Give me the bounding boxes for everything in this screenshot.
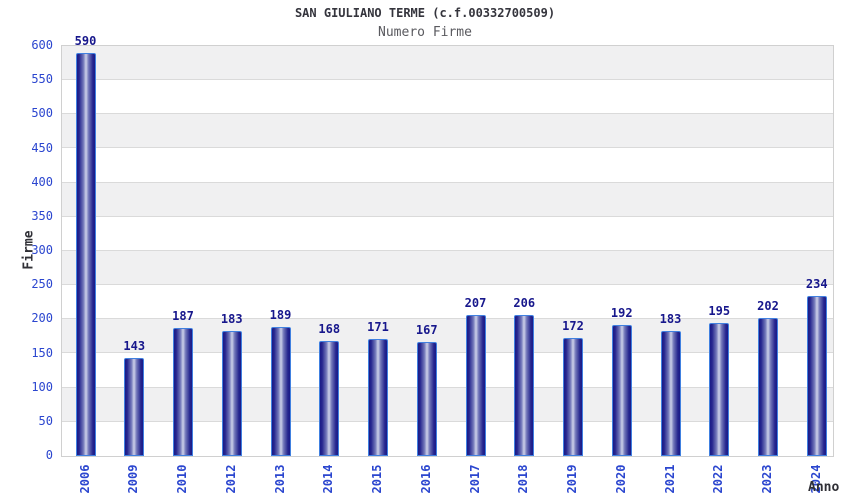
chart-subtitle: Numero Firme <box>378 25 472 40</box>
y-tick-label: 550 <box>31 72 53 87</box>
bar <box>221 330 242 456</box>
grid-band <box>62 46 833 81</box>
chart-title: SAN GIULIANO TERME (c.f.00332700509) <box>294 6 556 20</box>
x-tick-label: 2015 <box>370 464 384 494</box>
grid-band <box>62 182 833 217</box>
bar-value-label: 202 <box>757 298 779 313</box>
x-tick-label: 2006 <box>77 464 92 494</box>
x-tick-label: 2012 <box>223 464 238 494</box>
bar <box>75 52 96 456</box>
x-tick-label: 2018 <box>516 464 531 494</box>
x-tick-label: 2023 <box>760 464 774 494</box>
grid-band <box>62 216 833 251</box>
y-tick-label: 0 <box>45 448 53 462</box>
bar-value-label: 206 <box>513 296 536 311</box>
y-tick-label: 200 <box>31 311 53 326</box>
grid-band <box>62 148 833 183</box>
bar-value-label: 143 <box>123 339 146 354</box>
bar <box>709 322 730 456</box>
x-axis: 2006 2009 2010 2012 2013 2014 2015 2016 2017 2018… <box>61 456 832 500</box>
bar <box>758 317 778 456</box>
x-tick-label: 2013 <box>272 464 287 494</box>
bar-value-label: 195 <box>708 303 731 318</box>
bar-value-label: 590 <box>74 33 97 48</box>
bar <box>465 314 486 456</box>
bar-value-label: 168 <box>318 322 341 337</box>
bar-value-label: 207 <box>464 295 487 310</box>
bar <box>563 338 583 456</box>
bar <box>270 326 291 456</box>
y-tick-label: 100 <box>31 379 53 394</box>
bar-value-label: 189 <box>269 307 292 322</box>
bar-value-label: 172 <box>562 319 584 334</box>
x-tick-label: 2017 <box>467 464 482 494</box>
y-axis: 0 50 100 150 200 250 300 350 400 450 500 550 600 <box>0 38 53 462</box>
plot-area: 590 143 187 183 189 168 171 167 207 206 172 192 183 1… <box>61 34 834 457</box>
y-tick-label: 300 <box>31 243 53 257</box>
y-tick-label: 50 <box>38 413 53 428</box>
bar <box>319 341 340 456</box>
y-tick-label: 250 <box>31 277 53 292</box>
x-tick-label: 2010 <box>175 464 189 494</box>
x-tick-label: 2016 <box>418 464 433 494</box>
bar-value-label: 183 <box>659 311 682 326</box>
bar <box>124 358 145 456</box>
y-tick-label: 450 <box>31 140 53 155</box>
bar <box>806 296 827 456</box>
y-tick-label: 150 <box>31 345 53 360</box>
grid-band <box>62 285 833 320</box>
x-tick-label: 2022 <box>711 464 726 494</box>
x-tick-label: 2014 <box>321 464 336 494</box>
y-tick-label: 500 <box>31 106 53 121</box>
bar <box>660 330 681 456</box>
bar-value-label: 187 <box>172 309 194 324</box>
bar-value-label: 183 <box>220 311 243 326</box>
bar-value-label: 167 <box>415 322 438 337</box>
y-tick-label: 400 <box>31 174 53 189</box>
bar-value-label: 234 <box>805 277 828 292</box>
x-tick-label: 2020 <box>613 464 628 494</box>
bar <box>611 324 632 456</box>
x-tick-label: 2021 <box>662 464 677 494</box>
y-tick-label: 350 <box>31 208 53 223</box>
bar-value-label: 171 <box>367 320 389 335</box>
x-tick-label: 2019 <box>565 464 579 494</box>
y-axis-title: Firme <box>21 230 37 270</box>
bar-value-label: 192 <box>610 305 633 320</box>
grid-band <box>62 114 833 149</box>
y-tick-label: 600 <box>31 38 53 52</box>
bar <box>368 339 388 456</box>
bar <box>416 341 437 456</box>
x-tick-label: 2009 <box>126 464 141 494</box>
x-axis-title: Anno <box>808 480 840 495</box>
grid-band <box>62 251 833 286</box>
bar <box>173 328 193 456</box>
grid-band <box>62 80 833 115</box>
bar <box>514 315 535 456</box>
